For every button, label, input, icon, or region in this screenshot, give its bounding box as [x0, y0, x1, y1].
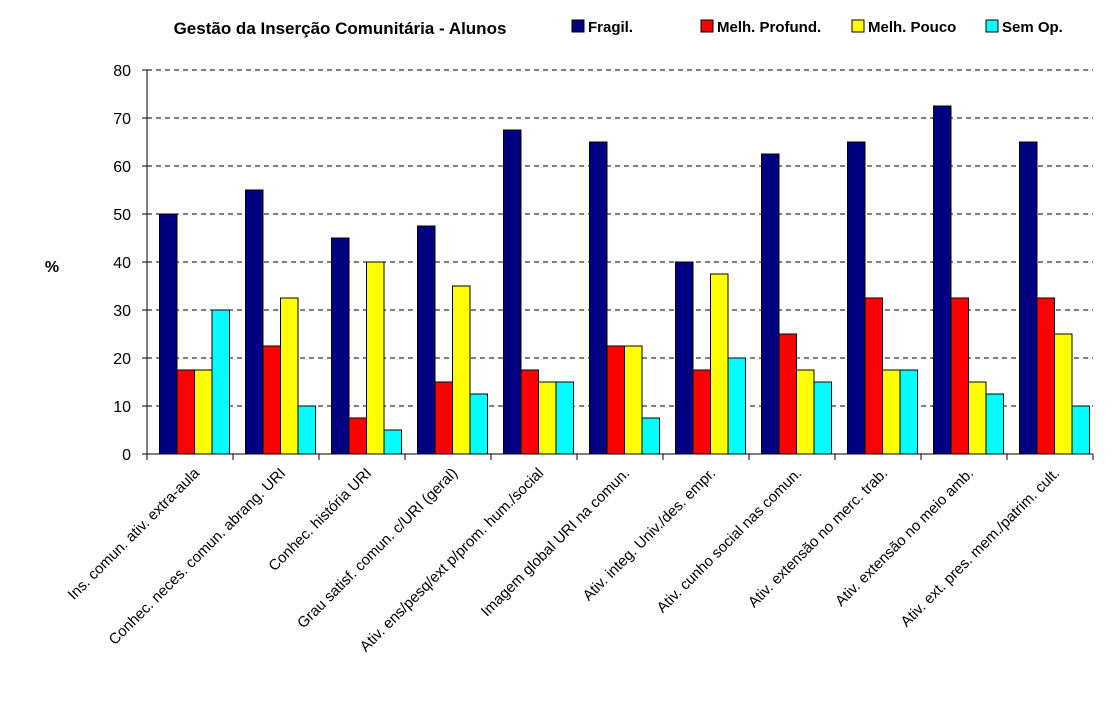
legend: Fragil. Melh. Profund. Melh. Pouco Sem Op.	[571, 19, 1063, 36]
bar	[864, 297, 883, 455]
x-category-label: Conhec. neces. comun. abrang. URI	[106, 465, 290, 649]
bar	[1019, 141, 1038, 455]
x-category-label: Ativ. extensão no merc. trab.	[745, 465, 891, 611]
bar	[985, 393, 1004, 455]
bar	[899, 369, 918, 455]
bar	[1054, 333, 1073, 455]
bar	[727, 357, 746, 455]
bar	[933, 105, 952, 455]
x-category-label: Ativ. extensão no meio amb.	[832, 465, 977, 610]
bar	[606, 345, 625, 455]
bar	[847, 141, 866, 455]
bar	[262, 345, 281, 455]
bar	[1036, 297, 1055, 455]
y-tick-label: 60	[113, 159, 131, 176]
y-tick-label: 10	[113, 399, 131, 416]
bar	[950, 297, 969, 455]
bar	[692, 369, 711, 455]
bar	[882, 369, 901, 455]
legend-label: Melh. Pouco	[868, 19, 956, 36]
bar	[675, 261, 694, 455]
legend-swatch	[700, 19, 714, 33]
bar	[383, 429, 402, 455]
y-tick-label: 30	[113, 303, 131, 320]
bar	[348, 417, 367, 455]
bar	[176, 369, 195, 455]
bar	[194, 369, 213, 455]
y-tick-label: 0	[122, 447, 131, 464]
bar	[1071, 405, 1090, 455]
bar	[538, 381, 557, 455]
bar	[331, 237, 350, 455]
legend-label: Fragil.	[588, 19, 633, 36]
bar	[968, 381, 987, 455]
bar	[589, 141, 608, 455]
bar	[211, 309, 230, 455]
bar	[469, 393, 488, 455]
legend-label: Melh. Profund.	[717, 19, 821, 36]
y-tick-label: 50	[113, 207, 131, 224]
chart-title: Gestão da Inserção Comunitária - Alunos	[174, 19, 507, 38]
x-category-label: Imagem global URI na comun.	[478, 465, 633, 620]
bar	[503, 129, 522, 455]
bar	[297, 405, 316, 455]
bar	[778, 333, 797, 455]
x-category-label: Ativ. cunho social nas comun.	[654, 465, 806, 617]
axes	[146, 70, 1094, 460]
bar	[641, 417, 660, 455]
bar	[280, 297, 299, 455]
bar	[796, 369, 815, 455]
bar	[555, 381, 574, 455]
bar	[159, 213, 178, 455]
y-tick-label: 40	[113, 255, 131, 272]
y-tick-labels: 0 10 20 30 40 50 60 70 80	[113, 63, 131, 464]
y-tick-label: 80	[113, 63, 131, 80]
legend-swatch	[851, 19, 865, 33]
bar	[624, 345, 643, 455]
bar	[813, 381, 832, 455]
x-category-label: Grau satisf. comun. c/URI (geral)	[294, 465, 461, 632]
bar	[761, 153, 780, 455]
bar	[710, 273, 729, 455]
x-category-label: Ativ. ext. pres. mem./patrim. cult.	[897, 465, 1063, 631]
legend-swatch	[571, 19, 585, 33]
legend-label: Sem Op.	[1002, 19, 1063, 36]
bar	[434, 381, 453, 455]
x-category-label: Ativ. ens/pesq/ext p/prom. hum./social	[357, 465, 547, 655]
y-axis-label: %	[45, 259, 59, 276]
bar	[245, 189, 264, 455]
bar	[417, 225, 436, 455]
bar	[452, 285, 471, 455]
bar	[366, 261, 385, 455]
legend-swatch	[985, 19, 999, 33]
bar	[520, 369, 539, 455]
bars	[159, 105, 1090, 455]
y-tick-label: 70	[113, 111, 131, 128]
y-tick-label: 20	[113, 351, 131, 368]
